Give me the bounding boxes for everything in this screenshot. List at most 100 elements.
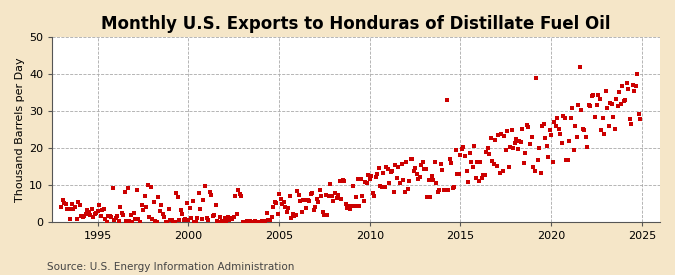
Point: [387, 169, 398, 174]
Point: [245, 218, 256, 223]
Point: [591, 103, 602, 108]
Point: [80, 212, 91, 216]
Point: [119, 189, 130, 194]
Point: [412, 177, 423, 181]
Point: [67, 202, 78, 206]
Point: [62, 207, 73, 211]
Point: [496, 132, 507, 136]
Point: [573, 103, 584, 108]
Point: [319, 213, 330, 217]
Point: [195, 207, 206, 211]
Point: [308, 208, 319, 212]
Point: [516, 140, 526, 145]
Point: [589, 115, 600, 119]
Point: [174, 218, 185, 222]
Point: [572, 134, 583, 139]
Point: [278, 200, 289, 205]
Point: [541, 144, 552, 148]
Point: [512, 147, 523, 151]
Point: [535, 171, 546, 175]
Point: [560, 116, 570, 120]
Point: [502, 128, 513, 133]
Point: [111, 216, 122, 221]
Point: [490, 138, 501, 142]
Point: [351, 195, 362, 199]
Point: [242, 219, 252, 224]
Point: [232, 212, 242, 216]
Point: [567, 106, 578, 110]
Point: [617, 84, 628, 89]
Point: [165, 218, 176, 223]
Point: [549, 120, 560, 124]
Point: [599, 132, 610, 136]
Point: [331, 196, 342, 200]
Point: [283, 206, 294, 211]
Point: [431, 181, 441, 185]
Point: [414, 175, 425, 179]
Point: [128, 211, 139, 215]
Point: [118, 213, 129, 217]
Point: [188, 199, 198, 203]
Point: [624, 117, 635, 121]
Point: [630, 84, 641, 89]
Point: [369, 194, 380, 198]
Point: [433, 189, 443, 194]
Point: [298, 198, 308, 202]
Point: [383, 167, 394, 171]
Point: [605, 100, 616, 105]
Point: [345, 207, 356, 211]
Point: [244, 219, 254, 223]
Point: [555, 132, 566, 136]
Point: [478, 173, 489, 177]
Point: [454, 172, 464, 176]
Point: [176, 208, 186, 212]
Point: [408, 169, 419, 173]
Point: [398, 178, 408, 182]
Point: [138, 208, 148, 212]
Point: [390, 163, 401, 168]
Point: [620, 98, 630, 102]
Point: [371, 174, 381, 179]
Point: [616, 102, 626, 107]
Point: [317, 210, 328, 214]
Point: [156, 202, 167, 207]
Point: [288, 212, 298, 216]
Point: [343, 204, 354, 209]
Point: [367, 191, 378, 195]
Point: [468, 144, 479, 148]
Point: [550, 123, 561, 128]
Point: [524, 142, 535, 146]
Point: [434, 188, 445, 192]
Point: [194, 191, 205, 195]
Point: [470, 176, 481, 180]
Point: [100, 217, 111, 221]
Point: [364, 177, 375, 181]
Point: [405, 157, 416, 161]
Point: [183, 218, 194, 222]
Point: [296, 210, 307, 214]
Point: [166, 217, 177, 222]
Point: [267, 205, 278, 210]
Point: [204, 190, 215, 194]
Point: [360, 179, 371, 184]
Point: [396, 162, 407, 166]
Point: [210, 202, 221, 207]
Point: [594, 97, 605, 102]
Point: [315, 188, 325, 192]
Point: [325, 182, 336, 186]
Point: [206, 192, 217, 197]
Point: [466, 160, 477, 164]
Point: [346, 204, 357, 208]
Point: [157, 211, 168, 216]
Point: [514, 139, 525, 143]
Point: [281, 210, 292, 214]
Point: [219, 216, 230, 220]
Point: [452, 172, 463, 176]
Point: [443, 188, 454, 192]
Point: [416, 163, 427, 167]
Point: [227, 217, 238, 222]
Point: [363, 172, 374, 177]
Point: [551, 116, 562, 120]
Point: [329, 190, 340, 195]
Point: [481, 150, 491, 155]
